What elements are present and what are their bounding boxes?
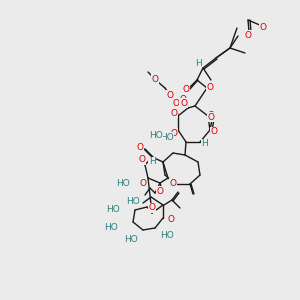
- Text: HO: HO: [160, 232, 174, 241]
- Text: O: O: [208, 112, 214, 122]
- Text: HO: HO: [124, 236, 138, 244]
- Text: O: O: [139, 155, 145, 164]
- Text: O: O: [170, 109, 178, 118]
- Text: O: O: [140, 178, 146, 188]
- Text: O: O: [167, 215, 175, 224]
- Text: HO: HO: [149, 130, 163, 140]
- Text: O: O: [181, 98, 188, 107]
- Text: HO: HO: [106, 206, 120, 214]
- Text: HO: HO: [104, 223, 118, 232]
- Text: O: O: [152, 74, 158, 83]
- Text: HO: HO: [160, 133, 174, 142]
- Text: H: H: [195, 58, 201, 68]
- Text: O: O: [172, 98, 179, 107]
- Text: O: O: [157, 187, 164, 196]
- Text: H: H: [148, 158, 155, 166]
- Text: HO: HO: [116, 178, 130, 188]
- Text: O: O: [167, 91, 173, 100]
- Text: O: O: [136, 142, 143, 152]
- Text: O: O: [211, 128, 218, 136]
- Text: HO: HO: [126, 196, 140, 206]
- Text: O: O: [206, 83, 214, 92]
- Text: O: O: [179, 95, 187, 104]
- Text: O: O: [244, 31, 251, 40]
- Text: H: H: [202, 140, 208, 148]
- Text: O: O: [208, 112, 214, 121]
- Text: O: O: [148, 203, 155, 212]
- Text: O: O: [182, 85, 190, 94]
- Text: O: O: [169, 178, 176, 188]
- Text: O: O: [170, 128, 178, 137]
- Text: O: O: [260, 22, 266, 32]
